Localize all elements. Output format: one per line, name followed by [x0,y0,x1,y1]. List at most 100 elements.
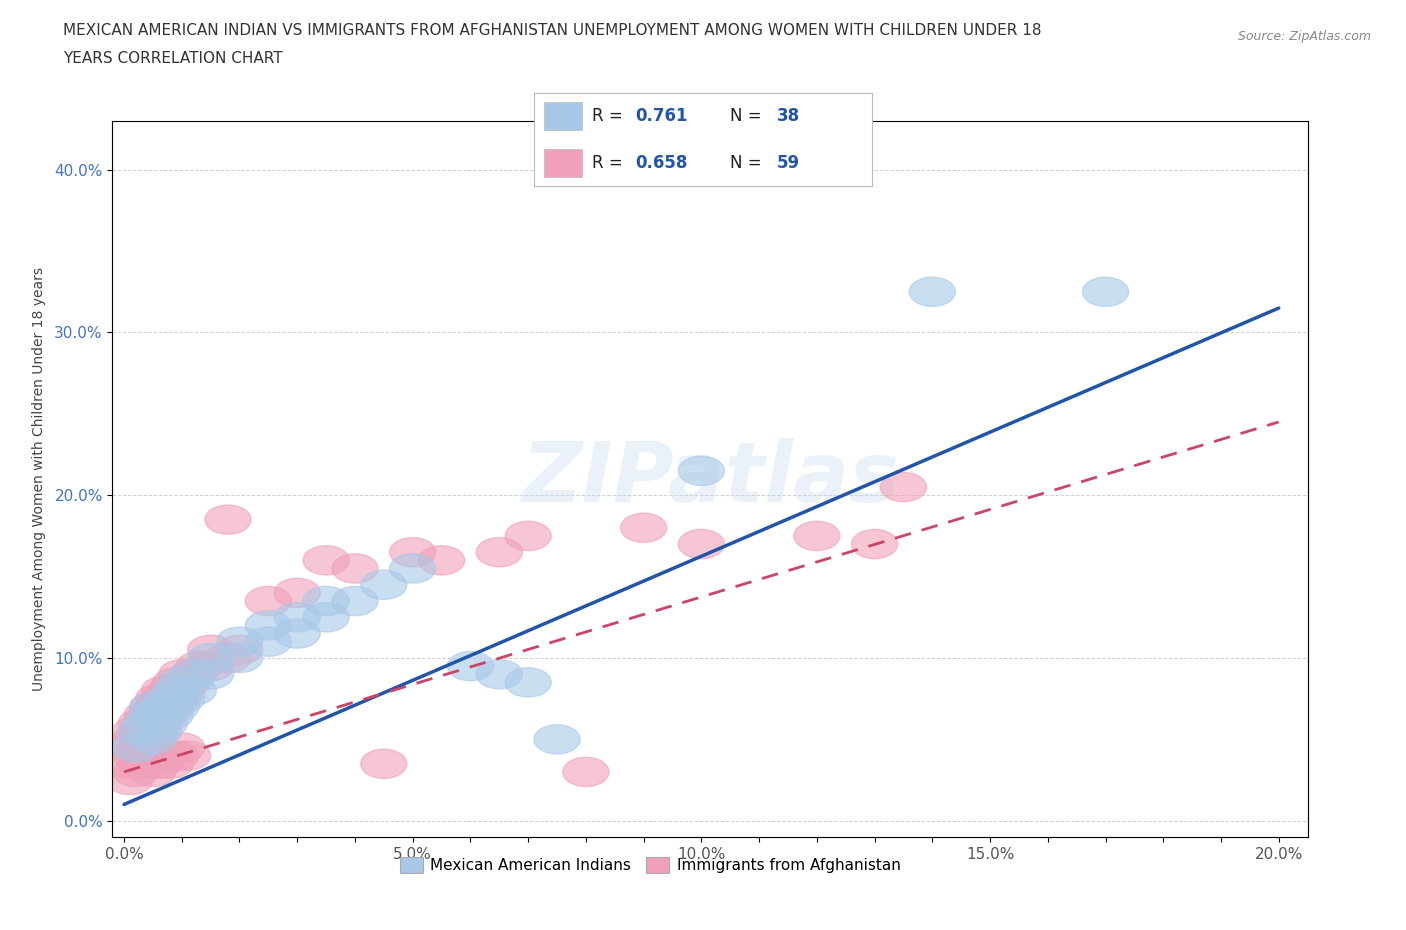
Text: Source: ZipAtlas.com: Source: ZipAtlas.com [1237,30,1371,43]
Ellipse shape [129,692,176,722]
Ellipse shape [142,741,187,770]
Text: R =: R = [592,107,627,126]
Ellipse shape [534,724,581,754]
Ellipse shape [129,757,176,787]
Y-axis label: Unemployment Among Women with Children Under 18 years: Unemployment Among Women with Children U… [32,267,46,691]
Ellipse shape [165,668,211,698]
Ellipse shape [170,659,217,689]
Ellipse shape [165,741,211,770]
Ellipse shape [159,668,205,698]
Text: 0.761: 0.761 [636,107,688,126]
Ellipse shape [187,651,233,681]
Ellipse shape [118,750,165,778]
Ellipse shape [112,757,159,787]
Ellipse shape [217,644,263,672]
Ellipse shape [477,659,523,689]
Ellipse shape [118,709,165,737]
Ellipse shape [153,692,200,722]
Text: 0.658: 0.658 [636,153,688,172]
Ellipse shape [217,627,263,657]
Ellipse shape [880,472,927,502]
Ellipse shape [794,521,839,551]
Ellipse shape [112,724,159,754]
Ellipse shape [304,587,349,616]
Ellipse shape [187,659,233,689]
Ellipse shape [505,521,551,551]
Ellipse shape [245,611,291,640]
Text: N =: N = [730,153,766,172]
Ellipse shape [304,546,349,575]
Ellipse shape [389,554,436,583]
Ellipse shape [153,676,200,705]
Text: ZIPatlas: ZIPatlas [522,438,898,520]
Bar [544,149,582,177]
Text: 59: 59 [778,153,800,172]
Ellipse shape [124,700,170,729]
Ellipse shape [159,676,205,705]
Legend: Mexican American Indians, Immigrants from Afghanistan: Mexican American Indians, Immigrants fro… [394,851,907,880]
Ellipse shape [447,651,494,681]
Ellipse shape [159,733,205,763]
Ellipse shape [274,578,321,607]
Ellipse shape [148,700,193,729]
Ellipse shape [107,765,153,794]
Ellipse shape [124,709,170,737]
Ellipse shape [142,700,187,729]
Ellipse shape [361,570,406,600]
Ellipse shape [112,733,159,763]
Ellipse shape [678,457,724,485]
Ellipse shape [274,603,321,632]
Ellipse shape [135,716,181,746]
Ellipse shape [245,587,291,616]
Text: N =: N = [730,107,766,126]
Ellipse shape [112,741,159,770]
Ellipse shape [142,676,187,705]
Ellipse shape [159,659,205,689]
Ellipse shape [135,709,181,737]
Text: MEXICAN AMERICAN INDIAN VS IMMIGRANTS FROM AFGHANISTAN UNEMPLOYMENT AMONG WOMEN : MEXICAN AMERICAN INDIAN VS IMMIGRANTS FR… [63,23,1042,38]
Ellipse shape [159,684,205,713]
Ellipse shape [129,700,176,729]
Ellipse shape [245,627,291,657]
Ellipse shape [135,700,181,729]
Ellipse shape [107,750,153,778]
Ellipse shape [124,724,170,754]
Ellipse shape [505,668,551,698]
Ellipse shape [118,733,165,763]
Ellipse shape [1083,277,1129,307]
Ellipse shape [129,724,176,754]
Ellipse shape [389,538,436,567]
Ellipse shape [170,659,217,689]
Ellipse shape [153,668,200,698]
Ellipse shape [274,619,321,648]
Ellipse shape [910,277,956,307]
Ellipse shape [678,529,724,559]
Text: R =: R = [592,153,627,172]
Ellipse shape [148,684,193,713]
Bar [544,102,582,130]
Text: 38: 38 [778,107,800,126]
Ellipse shape [124,709,170,737]
Ellipse shape [477,538,523,567]
Ellipse shape [118,716,165,746]
Ellipse shape [135,692,181,722]
Ellipse shape [361,750,406,778]
Ellipse shape [852,529,897,559]
Ellipse shape [304,603,349,632]
Ellipse shape [129,692,176,722]
Ellipse shape [170,676,217,705]
Ellipse shape [148,676,193,705]
Ellipse shape [148,750,193,778]
Ellipse shape [332,554,378,583]
Ellipse shape [129,700,176,729]
Ellipse shape [142,709,187,737]
Ellipse shape [419,546,464,575]
Text: YEARS CORRELATION CHART: YEARS CORRELATION CHART [63,51,283,66]
Ellipse shape [142,684,187,713]
Ellipse shape [176,651,222,681]
Ellipse shape [153,741,200,770]
Ellipse shape [205,644,252,672]
Ellipse shape [107,733,153,763]
Ellipse shape [153,684,200,713]
Ellipse shape [187,644,233,672]
